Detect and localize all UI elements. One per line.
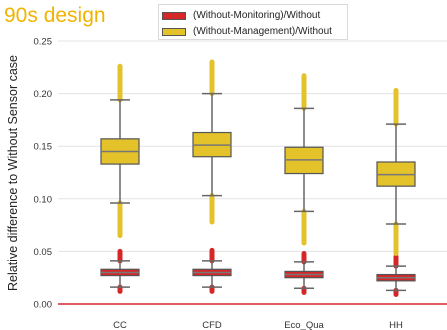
legend-label-monitoring: (Without-Monitoring)/Without [193,10,321,21]
legend-item-monitoring: (Without-Monitoring)/Without [162,8,320,23]
y-tick-label: 0.00 [34,300,53,311]
x-tick-label: CC [113,320,127,330]
y-tick-label: 0.05 [34,247,53,258]
y-tick-label: 0.15 [34,142,53,153]
legend-label-management: (Without-Management)/Without [193,26,332,37]
page-title: 90s design [4,4,106,27]
legend-item-management: (Without-Management)/Without [162,24,332,39]
y-tick-label: 0.20 [34,89,53,100]
legend-swatch-monitoring [162,11,186,20]
legend-swatch-management [162,27,186,36]
y-tick-label: 0.10 [34,194,53,205]
x-tick-label: Eco_Qua [284,320,324,330]
chart-legend: (Without-Monitoring)/Without (Without-Ma… [158,4,348,40]
y-tick-label: 0.25 [34,37,53,48]
x-tick-label: HH [389,320,403,330]
x-tick-label: CFD [202,320,222,330]
